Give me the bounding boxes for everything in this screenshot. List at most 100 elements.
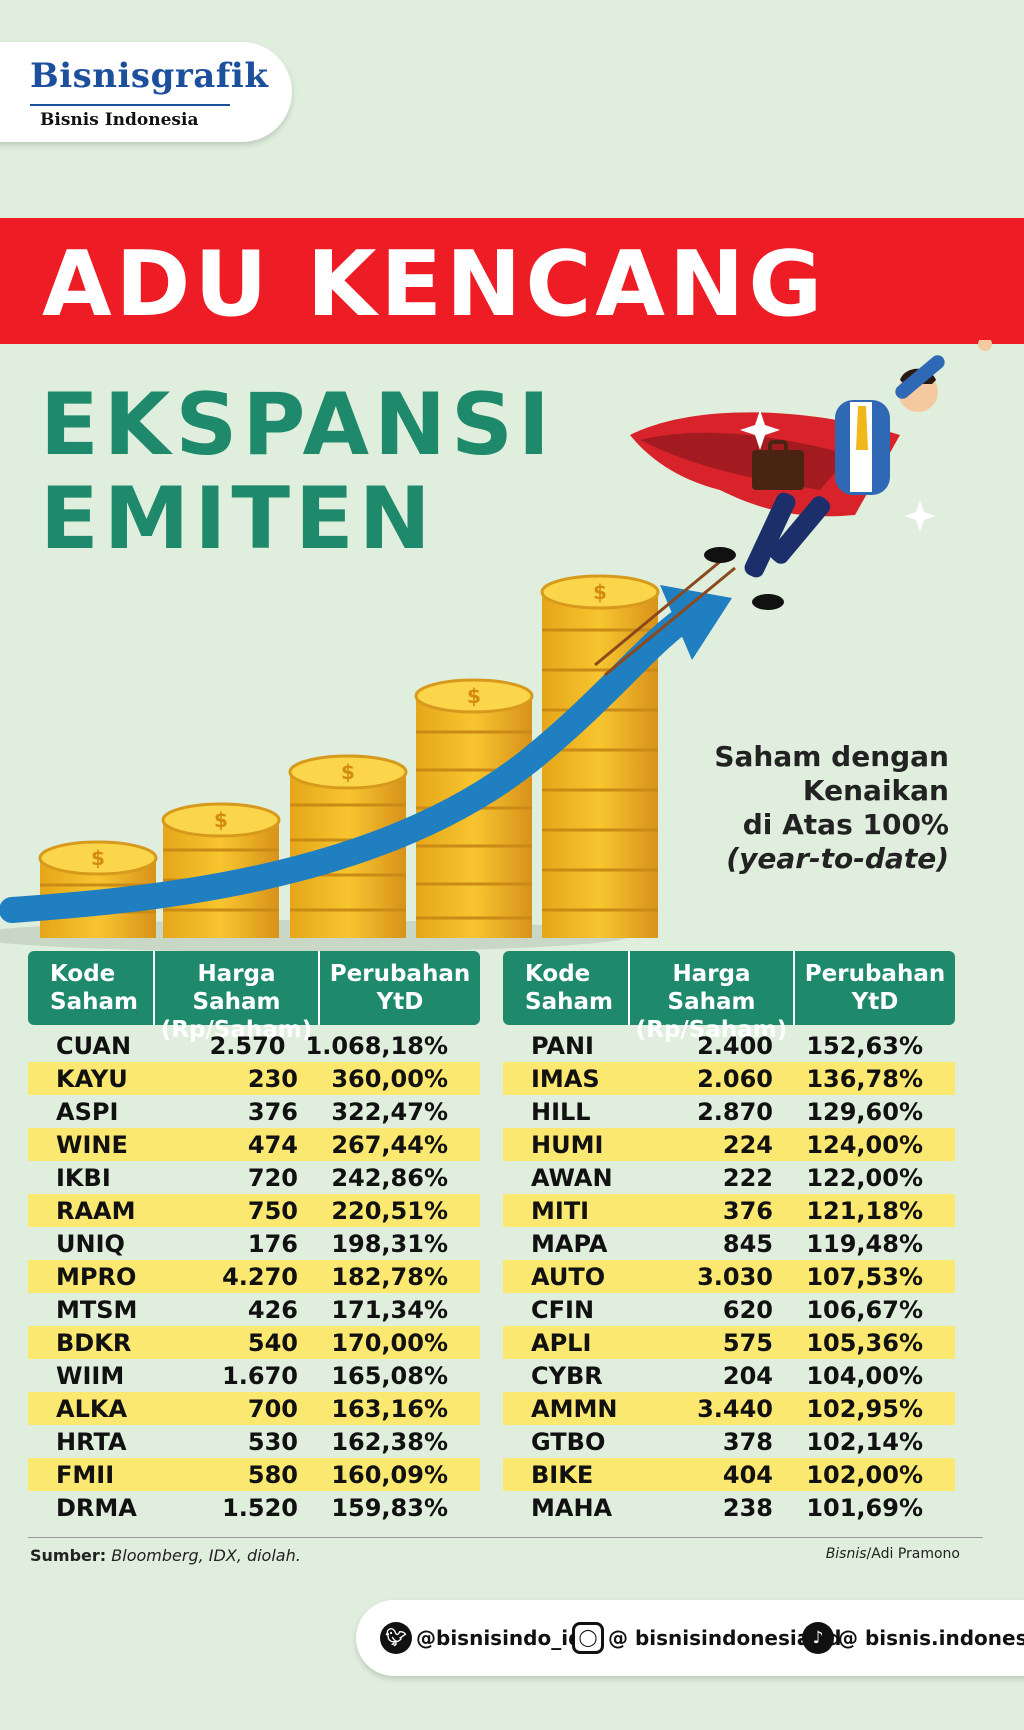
table-row: IMAS 2.060 136,78% (503, 1062, 955, 1095)
table-header: Kode Saham Harga Saham (Rp/Saham) Peruba… (28, 951, 480, 1043)
stock-change: 129,60% (806, 1097, 923, 1126)
table-row: KAYU 230 360,00% (28, 1062, 480, 1095)
table-row: ALKA 700 163,16% (28, 1392, 480, 1425)
stock-code: CFIN (531, 1295, 595, 1324)
stock-code: MPRO (56, 1262, 137, 1291)
stock-change: 122,00% (806, 1163, 923, 1192)
stock-code: PANI (531, 1031, 594, 1060)
stock-table-left: Kode Saham Harga Saham (Rp/Saham) Peruba… (28, 951, 480, 1524)
social-bar: 🐦︎ @bisnisindo_id ◯ @ bisnisindonesia_id… (356, 1600, 1024, 1676)
table-row: AMMN 3.440 102,95% (503, 1392, 955, 1425)
subheadline-line2: EMITEN (40, 469, 436, 569)
brand-divider (30, 104, 230, 106)
table-row: HILL 2.870 129,60% (503, 1095, 955, 1128)
stock-code: HRTA (56, 1427, 127, 1456)
table-row: BDKR 540 170,00% (28, 1326, 480, 1359)
stock-change: 159,83% (331, 1493, 448, 1522)
table-row: AUTO 3.030 107,53% (503, 1260, 955, 1293)
social-twitter[interactable]: 🐦︎ @bisnisindo_id (380, 1622, 582, 1654)
table-row: CUAN 2.570 1.068,18% (28, 1029, 480, 1062)
stock-price: 720 (247, 1163, 298, 1192)
tiktok-icon: ♪ (802, 1622, 834, 1654)
header-change: Perubahan YtD (793, 951, 955, 1025)
stock-change: 1.068,18% (305, 1031, 448, 1060)
stock-code: KAYU (56, 1064, 128, 1093)
stock-price: 2.060 (697, 1064, 773, 1093)
twitter-icon: 🐦︎ (380, 1622, 412, 1654)
stock-code: MAHA (531, 1493, 613, 1522)
stock-price: 230 (247, 1064, 298, 1093)
header-change: Perubahan YtD (318, 951, 480, 1025)
stock-change: 107,53% (806, 1262, 923, 1291)
stock-change: 102,14% (806, 1427, 923, 1456)
header-code-line2: Saham (50, 989, 138, 1015)
stock-code: AMMN (531, 1394, 618, 1423)
table-row: BIKE 404 102,00% (503, 1458, 955, 1491)
credit-author: /Adi Pramono (866, 1546, 960, 1562)
table-row: AWAN 222 122,00% (503, 1161, 955, 1194)
caption-line4: (year-to-date) (726, 842, 949, 875)
stock-change: 124,00% (806, 1130, 923, 1159)
stock-code: MAPA (531, 1229, 608, 1258)
stock-price: 376 (247, 1097, 298, 1126)
stock-change: 242,86% (331, 1163, 448, 1192)
table-row: HUMI 224 124,00% (503, 1128, 955, 1161)
table-row: MITI 376 121,18% (503, 1194, 955, 1227)
source-label: Sumber: (30, 1546, 107, 1565)
header-code-line1: Kode (50, 961, 116, 987)
stock-change: 102,95% (806, 1394, 923, 1423)
stock-change: 102,00% (806, 1460, 923, 1489)
stock-change: 106,67% (806, 1295, 923, 1324)
stock-code: CUAN (56, 1031, 132, 1060)
table-row: PANI 2.400 152,63% (503, 1029, 955, 1062)
stock-change: 152,63% (806, 1031, 923, 1060)
caption-line3: di Atas 100% (742, 808, 949, 841)
svg-text:$: $ (593, 580, 607, 604)
table-row: DRMA 1.520 159,83% (28, 1491, 480, 1524)
social-instagram[interactable]: ◯ @ bisnisindonesia_id (572, 1622, 841, 1654)
stock-price: 376 (722, 1196, 773, 1225)
svg-text:$: $ (341, 760, 355, 784)
source-note: Sumber: Bloomberg, IDX, diolah. (30, 1546, 301, 1565)
stock-price: 404 (722, 1460, 773, 1489)
stock-code: CYBR (531, 1361, 603, 1390)
stock-code: FMII (56, 1460, 115, 1489)
stock-code: AUTO (531, 1262, 606, 1291)
header-price-line2: (Rp/Saham) (160, 1017, 313, 1043)
stock-change: 360,00% (331, 1064, 448, 1093)
caption-line2: Kenaikan (802, 774, 949, 807)
stock-price: 750 (247, 1196, 298, 1225)
stock-code: BIKE (531, 1460, 594, 1489)
table-row: CFIN 620 106,67% (503, 1293, 955, 1326)
stock-change: 182,78% (331, 1262, 448, 1291)
sparkles (740, 410, 936, 532)
stock-change: 322,47% (331, 1097, 448, 1126)
stock-price: 700 (247, 1394, 298, 1423)
stock-change: 101,69% (806, 1493, 923, 1522)
stock-change: 162,38% (331, 1427, 448, 1456)
table-row: IKBI 720 242,86% (28, 1161, 480, 1194)
table-row: MAPA 845 119,48% (503, 1227, 955, 1260)
stock-price: 222 (722, 1163, 773, 1192)
footer-divider (28, 1537, 983, 1538)
stock-change: 171,34% (331, 1295, 448, 1324)
stock-price: 426 (247, 1295, 298, 1324)
stock-code: MTSM (56, 1295, 138, 1324)
credit-org: Bisnis (825, 1546, 867, 1562)
stock-change: 267,44% (331, 1130, 448, 1159)
stock-price: 474 (247, 1130, 298, 1159)
svg-text:$: $ (467, 684, 481, 708)
caption: Saham dengan Kenaikan di Atas 100% (year… (714, 740, 949, 876)
stock-change: 105,36% (806, 1328, 923, 1357)
stock-price: 1.670 (222, 1361, 298, 1390)
social-tiktok[interactable]: ♪ @ bisnis.indonesia (802, 1622, 1024, 1654)
stock-code: MITI (531, 1196, 590, 1225)
stock-code: RAAM (56, 1196, 136, 1225)
table-header: Kode Saham Harga Saham (Rp/Saham) Peruba… (503, 951, 955, 1043)
caption-line1: Saham dengan (714, 740, 949, 773)
stock-code: ASPI (56, 1097, 119, 1126)
stock-code: BDKR (56, 1328, 132, 1357)
stock-price: 540 (247, 1328, 298, 1357)
stock-price: 575 (722, 1328, 773, 1357)
table-row: MTSM 426 171,34% (28, 1293, 480, 1326)
